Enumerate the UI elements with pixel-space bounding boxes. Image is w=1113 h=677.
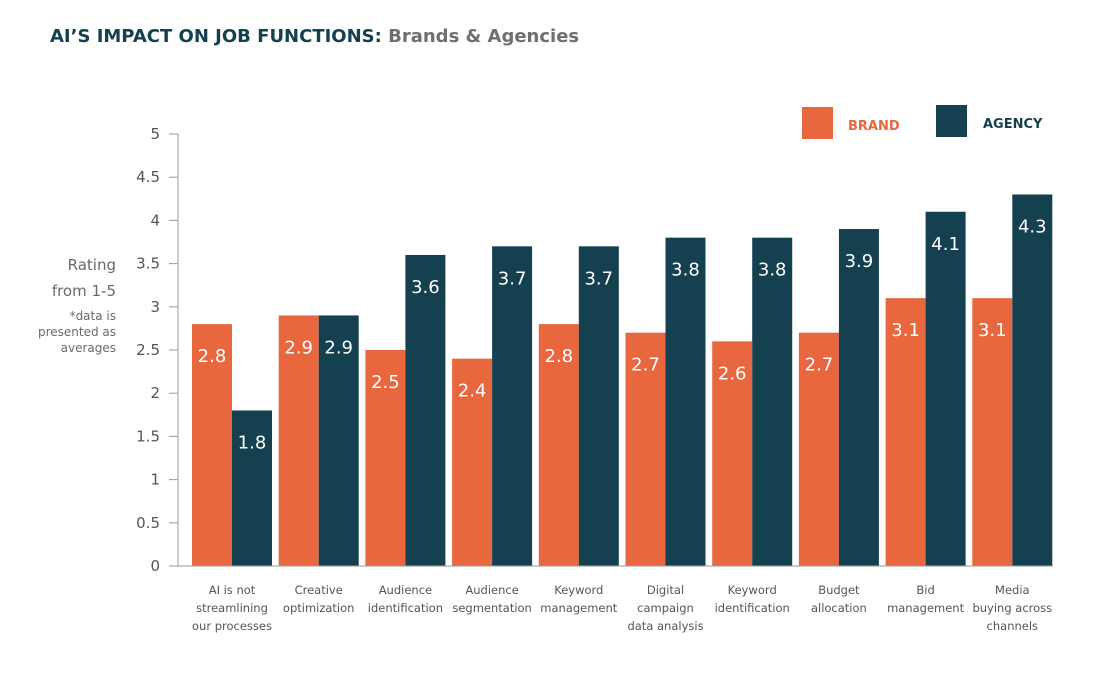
category-label-line: streamlining: [196, 601, 268, 615]
category-label-line: Media: [995, 583, 1030, 597]
y-axis-note: *data is presented as averages: [20, 308, 116, 356]
category-label: Media buying across channels: [972, 583, 1052, 633]
category-label-line: channels: [987, 619, 1039, 633]
data-label: 3.8: [758, 260, 787, 281]
bar-brand: [972, 298, 1013, 566]
category-label-line: Audience: [465, 583, 518, 597]
data-label: 1.8: [238, 432, 267, 453]
data-label: 2.9: [324, 337, 353, 358]
category-label-line: our processes: [192, 619, 272, 633]
y-tick-label: 1.5: [136, 427, 160, 445]
data-label: 2.4: [458, 381, 487, 402]
y-tick-label: 3: [150, 298, 160, 316]
legend-label-brand: BRAND: [848, 119, 900, 134]
legend-label-agency: AGENCY: [983, 117, 1043, 132]
y-tick-label: 0.5: [136, 514, 160, 532]
data-label: 2.7: [631, 355, 660, 376]
y-axis-label-line: from 1-5: [51, 282, 116, 300]
bar-brand: [538, 324, 579, 566]
y-tick-label: 4.5: [136, 168, 160, 186]
category-label: Digital campaign data analysis: [627, 583, 703, 633]
category-label-line: identification: [715, 601, 790, 615]
category-label: Bid management: [887, 583, 965, 615]
bar-agency: [492, 246, 533, 566]
y-axis-note-line: *data is: [69, 309, 116, 323]
data-label: 2.8: [544, 346, 573, 367]
y-axis-label: Rating from 1-5: [20, 252, 116, 304]
category-label-line: AI is not: [209, 583, 256, 597]
bar-agency: [838, 229, 879, 567]
category-label-line: allocation: [811, 601, 867, 615]
bar-agency: [232, 410, 272, 566]
category-label-line: management: [887, 601, 965, 615]
category-label-line: data analysis: [627, 619, 703, 633]
bar-brand: [625, 332, 666, 566]
bar-brand: [278, 315, 319, 566]
category-label-line: Budget: [818, 583, 860, 597]
y-axis-note-line: presented as: [37, 325, 116, 339]
data-label: 4.3: [1018, 216, 1047, 237]
bar-brand: [885, 298, 926, 566]
bar-agency: [318, 315, 359, 566]
bar-brand: [192, 324, 232, 566]
bar-agency: [1012, 194, 1053, 567]
category-label-line: Audience: [379, 583, 432, 597]
bar-brand: [452, 358, 493, 566]
category-label-line: Keyword: [554, 583, 603, 597]
chart-title-sub: Brands & Agencies: [388, 26, 580, 47]
y-axis-note-line: averages: [60, 341, 116, 355]
category-label-line: segmentation: [452, 601, 532, 615]
data-label: 2.9: [284, 337, 313, 358]
bar-brand: [712, 341, 753, 566]
data-label: 3.1: [891, 320, 920, 341]
category-label: AI is not streamlining our processes: [192, 583, 272, 633]
data-label: 2.7: [805, 355, 834, 376]
bar-brand: [798, 332, 839, 566]
category-label-line: Keyword: [728, 583, 777, 597]
bar-agency: [405, 254, 446, 566]
legend-swatch-agency: [936, 105, 967, 137]
category-label-line: Creative: [295, 583, 343, 597]
bar-agency: [752, 237, 793, 566]
category-label-line: Digital: [647, 583, 684, 597]
category-label-line: optimization: [283, 601, 355, 615]
y-tick-label: 2.5: [136, 341, 160, 359]
data-label: 3.6: [411, 277, 440, 298]
data-label: 3.9: [845, 251, 874, 272]
legend-swatch-brand: [802, 107, 833, 139]
category-label-line: campaign: [637, 601, 694, 615]
category-label: Keyword management: [540, 583, 618, 615]
y-tick-label: 2: [150, 384, 160, 402]
data-label: 4.1: [931, 234, 960, 255]
category-label-line: buying across: [972, 601, 1052, 615]
category-label: Audience identification: [368, 583, 443, 615]
category-label-line: identification: [368, 601, 443, 615]
category-label: Creative optimization: [283, 583, 355, 615]
category-label-line: management: [540, 601, 618, 615]
bar-agency: [578, 246, 619, 566]
chart-title-main: AI’S IMPACT ON JOB FUNCTIONS:: [50, 26, 382, 47]
y-tick-label: 3.5: [136, 255, 160, 273]
data-label: 3.7: [498, 268, 527, 289]
category-label: Audience segmentation: [452, 583, 532, 615]
y-axis-label-line: Rating: [67, 256, 116, 274]
bar-agency: [665, 237, 706, 566]
y-tick-label: 4: [150, 211, 160, 229]
bar-agency: [925, 211, 966, 566]
data-label: 2.6: [718, 363, 747, 384]
category-label: Budget allocation: [811, 583, 867, 615]
category-label-line: Bid: [916, 583, 934, 597]
data-label: 2.8: [198, 346, 227, 367]
data-label: 3.8: [671, 260, 700, 281]
y-tick-label: 5: [150, 125, 160, 143]
data-label: 3.1: [978, 320, 1007, 341]
bar-brand: [365, 350, 406, 566]
data-label: 3.7: [584, 268, 613, 289]
chart-title: AI’S IMPACT ON JOB FUNCTIONS: Brands & A…: [50, 26, 579, 47]
data-label: 2.5: [371, 372, 400, 393]
y-tick-label: 0: [150, 557, 160, 575]
y-tick-label: 1: [150, 471, 160, 489]
category-label: Keyword identification: [715, 583, 790, 615]
